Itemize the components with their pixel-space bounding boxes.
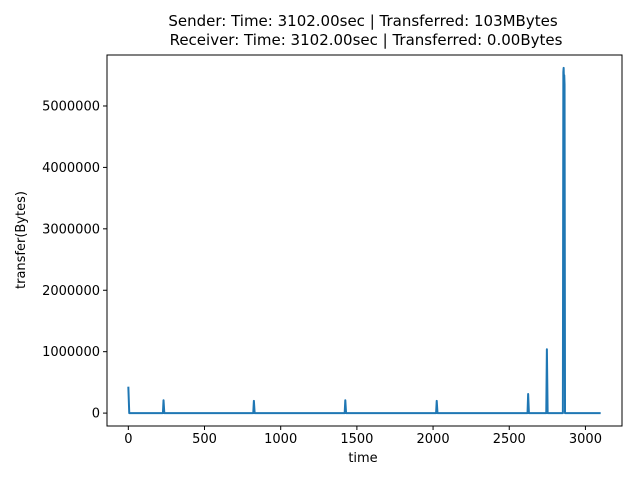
x-tick-label: 0	[124, 432, 132, 447]
x-tick-label: 1000	[264, 432, 297, 447]
y-tick-label: 5000000	[42, 99, 100, 114]
y-axis-ticks: 0 1000000 2000000 3000000 4000000 5000000	[42, 99, 107, 422]
x-tick-label: 3000	[569, 432, 602, 447]
chart-title-line-1: Sender: Time: 3102.00sec | Transferred: …	[168, 12, 557, 30]
y-tick-label: 1000000	[42, 345, 100, 360]
x-axis-label: time	[348, 451, 377, 466]
x-axis-ticks: 0 500 1000 1500 2000 2500 3000	[124, 426, 602, 447]
x-tick-label: 1500	[340, 432, 373, 447]
y-tick-label: 3000000	[42, 222, 100, 237]
y-tick-label: 2000000	[42, 284, 100, 299]
x-tick-label: 2000	[417, 432, 450, 447]
series-line	[127, 66, 601, 415]
x-tick-label: 2500	[493, 432, 526, 447]
y-tick-label: 0	[92, 407, 100, 422]
y-axis-label: transfer(Bytes)	[14, 191, 29, 289]
y-tick-label: 4000000	[42, 161, 100, 176]
plot-frame	[106, 54, 623, 427]
chart-title-line-2: Receiver: Time: 3102.00sec | Transferred…	[170, 31, 563, 49]
x-tick-label: 500	[192, 432, 217, 447]
